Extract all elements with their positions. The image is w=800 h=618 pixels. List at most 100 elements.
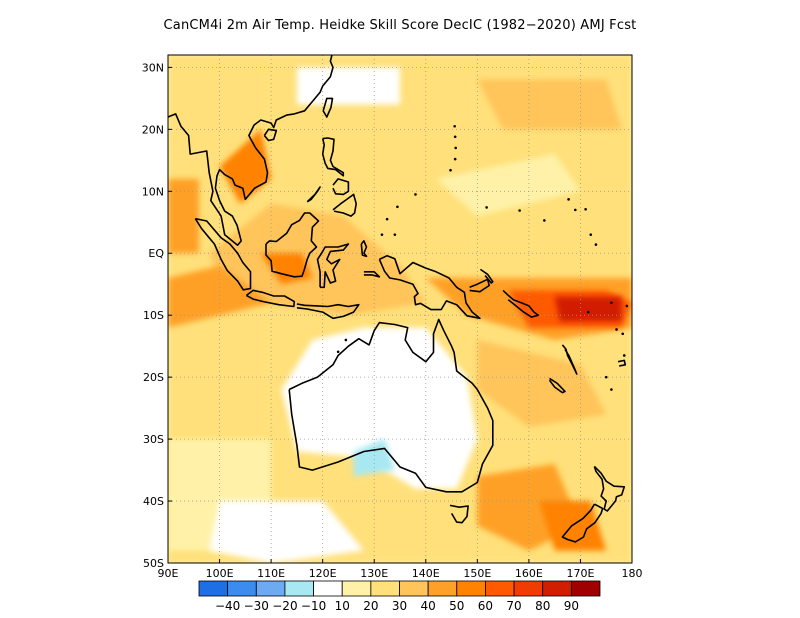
coast-nz-north: [593, 465, 626, 512]
lat-tick-label: EQ: [148, 247, 164, 260]
island-dot-4: [454, 146, 457, 150]
lat-tick-label: 10S: [143, 309, 164, 322]
island-dot-24: [336, 350, 340, 354]
island-dot-25: [380, 233, 384, 236]
coast-seram: [363, 270, 381, 278]
colorbar-label: 50: [449, 599, 464, 613]
island-dot-6: [453, 124, 456, 128]
lat-tick-label: 20S: [143, 371, 164, 384]
island-dot-22: [621, 332, 625, 336]
island-dot-13: [589, 233, 593, 236]
coast-australia: [288, 318, 494, 493]
colorbar-swatch: [370, 580, 400, 597]
island-dot-3: [453, 157, 457, 161]
island-dot-27: [393, 233, 397, 236]
colorbar-swatch: [456, 580, 486, 597]
island-dot-23: [344, 338, 348, 342]
colorbar-swatch: [284, 580, 314, 597]
island-dot-1: [414, 193, 417, 196]
colorbar-label: 60: [478, 599, 493, 613]
island-dot-19: [615, 328, 618, 331]
island-dot-21: [610, 388, 613, 391]
coast-fiji: [617, 359, 627, 367]
island-dot-18: [622, 354, 626, 357]
lat-tick-label: 30N: [142, 61, 164, 74]
lat-tick-label: 30S: [143, 433, 164, 446]
coast-mindanao: [332, 193, 358, 217]
lon-tick-label: 90E: [158, 567, 179, 580]
skill-shading: [168, 55, 632, 563]
island-dot-26: [385, 217, 389, 221]
axis-ticks: 90E 100E 110E 120E 130E 140E 150E 160E 170E 180 30…: [142, 61, 643, 580]
island-dot-9: [543, 219, 546, 222]
coast-borneo: [265, 212, 320, 278]
coast-sumatra: [194, 217, 252, 291]
lat-tick-label: 50S: [143, 557, 164, 570]
colorbar-label: 80: [535, 599, 550, 613]
lon-tick-label: 110E: [257, 567, 285, 580]
coast-palawan: [306, 186, 321, 203]
colorbar-swatch: [198, 580, 229, 597]
coast-sulawesi: [316, 243, 350, 289]
coastlines: [168, 55, 629, 543]
lon-tick-label: 120E: [309, 567, 337, 580]
lon-tick-label: 140E: [412, 567, 440, 580]
island-dot-20: [604, 375, 608, 379]
lon-tick-label: 100E: [206, 567, 234, 580]
island-dot-15: [586, 310, 590, 314]
island-dot-12: [584, 207, 587, 211]
skill-region-18: [436, 154, 581, 217]
coast-halmahera: [360, 240, 368, 258]
lon-tick-label: 170E: [566, 567, 594, 580]
coast-mainland-asia: [168, 55, 334, 246]
island-dot-8: [518, 209, 521, 212]
island-dot-0: [396, 205, 399, 209]
coast-nz-south: [561, 503, 604, 543]
colorbar-swatch: [485, 580, 515, 597]
colorbar-swatch: [427, 580, 458, 597]
map-title: CanCM4i 2m Air Temp. Heidke Skill Score …: [163, 18, 637, 33]
skill-region-8: [168, 265, 272, 328]
island-dot-11: [573, 208, 577, 212]
colorbar-label: −20: [272, 599, 297, 613]
colorbar-label: −10: [301, 599, 326, 613]
lon-tick-label: 150E: [463, 567, 491, 580]
skill-region-19: [477, 79, 622, 130]
coast-lesser-sunda: [296, 303, 360, 320]
coast-hainan: [263, 128, 278, 142]
island-dot-14: [594, 243, 598, 246]
island-dot-2: [449, 168, 452, 172]
colorbar-swatch: [542, 580, 572, 597]
coast-luzon: [321, 137, 345, 177]
colorbar-swatch: [399, 580, 429, 597]
colorbar: −40 −30 −20 −10 10 20 30 40 50 60 70 80 90: [198, 580, 601, 613]
coast-java: [245, 289, 296, 308]
skill-region-3: [219, 129, 272, 204]
colorbar-swatch: [341, 580, 372, 597]
colorbar-label: 40: [421, 599, 436, 613]
island-dot-7: [485, 206, 488, 209]
lon-tick-label: 160E: [515, 567, 543, 580]
island-dot-16: [610, 301, 613, 305]
colorbar-label: 20: [363, 599, 378, 613]
skill-region-16: [477, 340, 607, 427]
skill-region-12: [296, 67, 400, 105]
colorbar-label: 30: [392, 599, 407, 613]
colorbar-label: 10: [335, 599, 350, 613]
colorbar-swatch: [570, 580, 601, 597]
coast-taiwan: [322, 97, 334, 118]
lat-tick-label: 10N: [142, 185, 164, 198]
lon-tick-label: 130E: [360, 567, 388, 580]
lat-tick-label: 40S: [143, 495, 164, 508]
coast-vanuatu: [561, 344, 578, 375]
coast-new-caledonia: [548, 377, 566, 394]
lon-tick-label: 180: [622, 567, 643, 580]
coast-tasmania: [449, 504, 469, 524]
island-dot-10: [567, 198, 570, 201]
colorbar-swatch: [313, 580, 343, 597]
skill-region-14: [209, 501, 364, 563]
lat-tick-label: 20N: [142, 123, 164, 136]
coast-new-britain: [469, 278, 491, 293]
coast-visayas: [332, 178, 350, 196]
